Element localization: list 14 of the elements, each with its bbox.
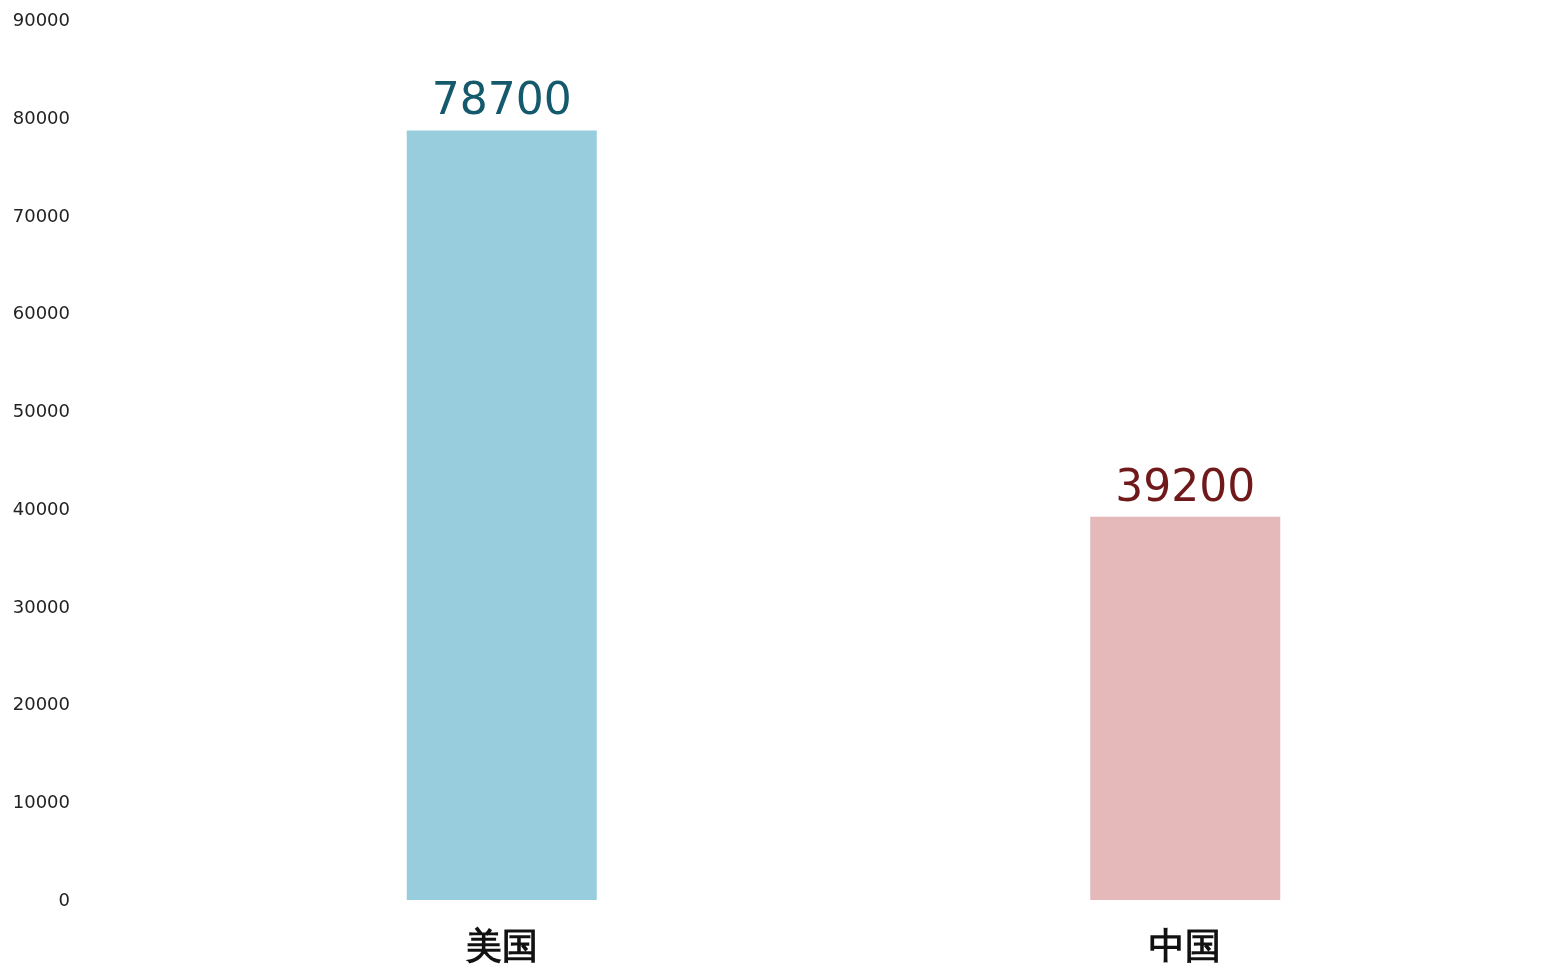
x-tick-label: 中国 — [1149, 925, 1222, 966]
y-tick-label: 70000 — [12, 204, 70, 226]
y-tick-label: 60000 — [12, 302, 70, 324]
y-tick-label: 80000 — [12, 106, 70, 128]
x-tick-label: 美国 — [464, 925, 538, 966]
y-tick-label: 20000 — [12, 693, 70, 715]
y-tick-label: 90000 — [12, 9, 70, 30]
y-tick-label: 0 — [58, 889, 70, 910]
y-tick-label: 10000 — [12, 791, 70, 813]
y-tick-label: 40000 — [12, 497, 70, 519]
data-label: 39200 — [1115, 459, 1256, 511]
y-tick-label: 50000 — [12, 400, 70, 422]
data-label: 78700 — [431, 73, 572, 125]
y-tick-label: 30000 — [12, 595, 70, 617]
